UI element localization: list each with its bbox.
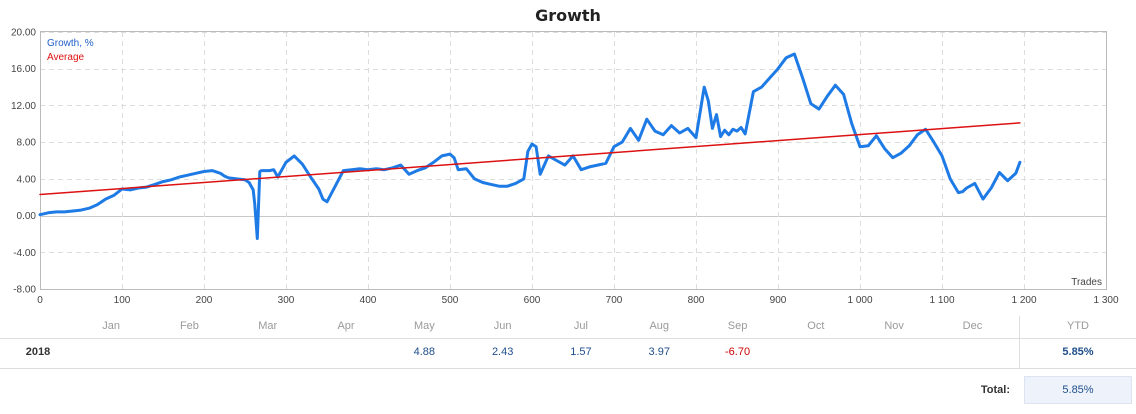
month-value-jul: 1.57 bbox=[570, 346, 592, 358]
month-value-sep: -6.70 bbox=[725, 346, 751, 358]
y-tick-label: -4.00 bbox=[13, 248, 36, 259]
x-tick-label: 800 bbox=[688, 295, 705, 306]
month-header-jun: Jun bbox=[493, 320, 512, 332]
month-header-feb: Feb bbox=[179, 320, 199, 332]
total-value: 5.85% bbox=[1062, 384, 1094, 396]
x-tick-label: 0 bbox=[37, 295, 43, 306]
x-tick-label: 1 300 bbox=[1093, 295, 1118, 306]
average-line bbox=[39, 122, 1021, 196]
month-header-sep: Sep bbox=[727, 320, 748, 332]
x-tick-label: 1 000 bbox=[847, 295, 872, 306]
chart-title: Growth bbox=[535, 6, 601, 25]
chart-grid bbox=[40, 32, 1106, 290]
chart-series bbox=[38, 52, 1022, 240]
y-tick-label: -8.00 bbox=[13, 285, 36, 296]
growth-chart: Growth 20.00 16.00 12.00 8.00 4.00 0.00 -4.00 -… bbox=[11, 6, 1119, 306]
header-divider bbox=[0, 338, 1136, 339]
month-header-mar: Mar bbox=[258, 320, 278, 332]
month-header-may: May bbox=[413, 320, 435, 332]
legend: Growth, % Average bbox=[47, 38, 94, 63]
month-header-nov: Nov bbox=[884, 320, 904, 332]
month-header-dec: Dec bbox=[962, 320, 983, 332]
ytd-value: 5.85% bbox=[1062, 346, 1094, 358]
plot-area-frame bbox=[40, 31, 1107, 290]
x-tick-label: 700 bbox=[606, 295, 623, 306]
x-tick-label: 600 bbox=[524, 295, 541, 306]
growth-line bbox=[38, 52, 1022, 240]
month-value-may: 4.88 bbox=[413, 346, 436, 358]
x-axis-ticks: 0 100 200 300 400 500 600 700 800 900 1 000 1 100 1 … bbox=[37, 295, 1119, 306]
x-tick-label: 400 bbox=[360, 295, 377, 306]
y-tick-label: 4.00 bbox=[17, 174, 37, 185]
row-divider bbox=[0, 368, 1136, 369]
x-tick-label: 900 bbox=[770, 295, 787, 306]
total-label: Total: bbox=[980, 384, 1010, 396]
y-tick-label: 8.00 bbox=[17, 138, 37, 149]
y-tick-label: 12.00 bbox=[11, 101, 36, 112]
y-axis-ticks: 20.00 16.00 12.00 8.00 4.00 0.00 -4.00 -8.00 bbox=[11, 28, 36, 296]
year-label: 2018 bbox=[25, 346, 51, 358]
month-header-jul: Jul bbox=[573, 320, 588, 332]
x-tick-label: 100 bbox=[114, 295, 131, 306]
month-value-aug: 3.97 bbox=[648, 346, 670, 358]
month-header-jan: Jan bbox=[102, 320, 121, 332]
ytd-header: YTD bbox=[1067, 320, 1089, 332]
ytd-divider bbox=[1019, 316, 1020, 368]
legend-growth: Growth, % bbox=[47, 38, 94, 49]
month-header-oct: Oct bbox=[807, 320, 825, 332]
x-tick-label: 500 bbox=[442, 295, 459, 306]
legend-average: Average bbox=[47, 52, 85, 63]
y-tick-label: 0.00 bbox=[17, 211, 37, 222]
y-tick-label: 20.00 bbox=[11, 28, 36, 39]
x-axis-label: Trades bbox=[1071, 277, 1102, 288]
x-tick-label: 300 bbox=[278, 295, 295, 306]
x-tick-label: 1 100 bbox=[929, 295, 954, 306]
month-value-jun: 2.43 bbox=[491, 346, 514, 358]
month-header-apr: Apr bbox=[337, 320, 355, 332]
total-box: 5.85% bbox=[1024, 376, 1132, 404]
month-header-aug: Aug bbox=[649, 320, 670, 332]
x-tick-label: 1 200 bbox=[1011, 295, 1036, 306]
y-tick-label: 16.00 bbox=[11, 64, 36, 75]
x-tick-label: 200 bbox=[196, 295, 213, 306]
